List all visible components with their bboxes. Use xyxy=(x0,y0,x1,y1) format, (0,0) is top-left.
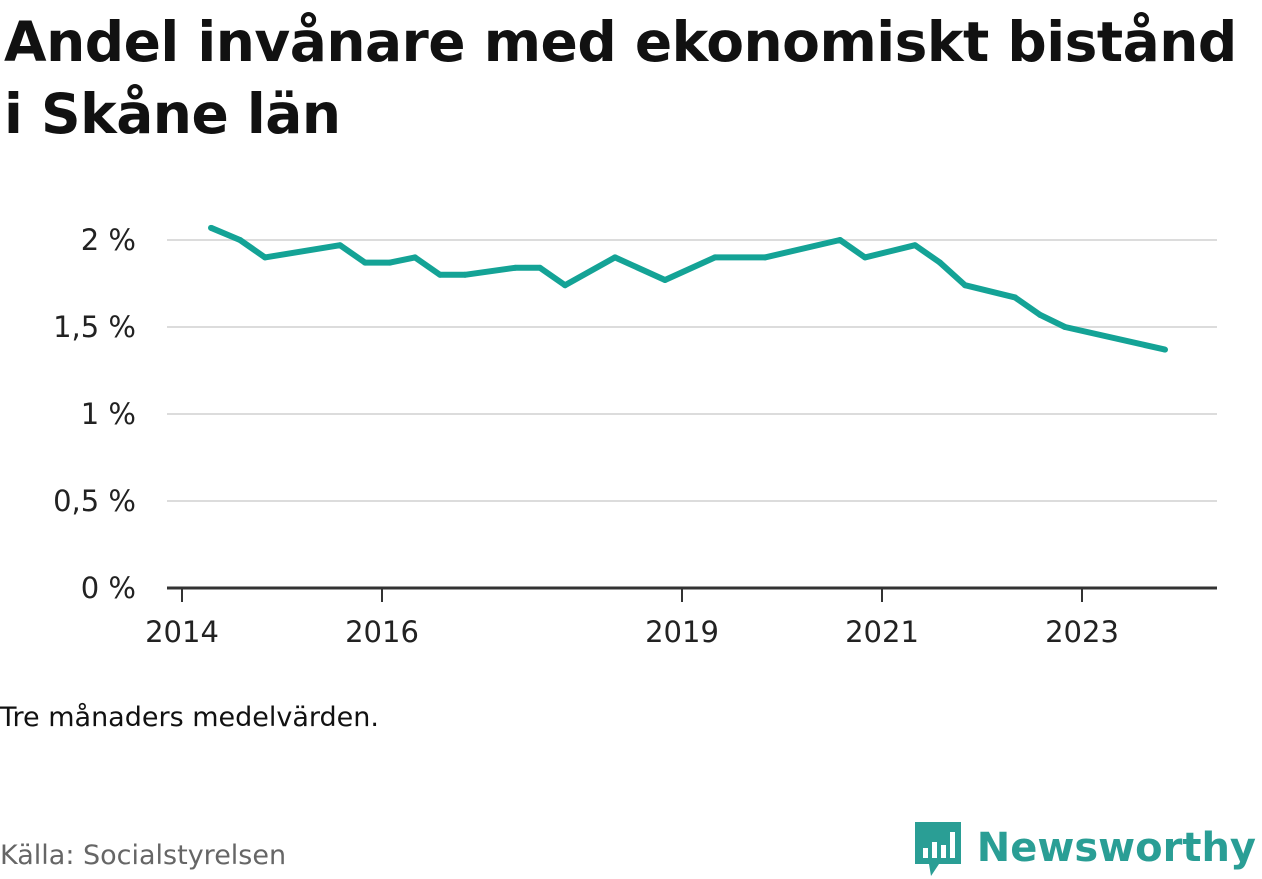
y-tick-label: 0,5 % xyxy=(53,484,136,518)
data-point xyxy=(662,277,668,284)
line-chart: 0 % 0,5 % 1 % 1,5 % 2 % 2014 2016 2019 2021 2023 xyxy=(53,223,1217,649)
data-point xyxy=(1037,311,1043,318)
series-group xyxy=(208,224,1168,353)
data-point xyxy=(612,254,618,261)
data-point xyxy=(337,242,343,249)
y-axis-tick-labels: 0 % 0,5 % 1 % 1,5 % 2 % xyxy=(53,223,136,605)
x-tick-label: 2023 xyxy=(1045,615,1119,649)
data-point xyxy=(962,282,968,289)
data-point xyxy=(937,259,943,266)
data-point xyxy=(537,264,543,271)
data-point xyxy=(1162,346,1168,353)
newsworthy-logo-icon xyxy=(914,822,961,876)
y-tick-label: 0 % xyxy=(81,571,136,605)
data-point xyxy=(362,259,368,266)
y-tick-label: 1 % xyxy=(81,397,136,431)
brand-logo: Newsworthy xyxy=(913,818,1256,878)
data-point xyxy=(387,259,393,266)
data-point xyxy=(412,254,418,261)
data-point xyxy=(562,282,568,289)
data-point xyxy=(512,264,518,271)
x-tick-label: 2019 xyxy=(645,615,719,649)
data-point xyxy=(862,254,868,261)
chart-title: Andel invånare med ekonomiskt bistånd i … xyxy=(4,10,1237,146)
x-tick-label: 2016 xyxy=(345,615,419,649)
data-point xyxy=(912,242,918,249)
data-point xyxy=(437,271,443,278)
data-point xyxy=(237,237,243,243)
grid-lines xyxy=(167,239,1217,502)
chart-note: Tre månaders medelvärden. xyxy=(0,702,379,733)
x-axis: 2014 2016 2019 2021 2023 xyxy=(145,586,1217,649)
data-point xyxy=(208,224,214,231)
data-point xyxy=(712,254,718,261)
data-point xyxy=(762,254,768,261)
data-point xyxy=(837,237,843,243)
x-tick-label: 2021 xyxy=(845,615,919,649)
data-point xyxy=(1062,324,1068,330)
source-credit: Källa: Socialstyrelsen xyxy=(0,840,287,871)
series-line xyxy=(209,225,1166,353)
data-point xyxy=(1012,294,1018,301)
data-point xyxy=(262,254,268,261)
brand-name: Newsworthy xyxy=(976,825,1256,871)
x-tick-label: 2014 xyxy=(145,615,219,649)
data-point xyxy=(462,271,468,278)
y-tick-label: 1,5 % xyxy=(53,310,136,344)
y-tick-label: 2 % xyxy=(81,223,136,257)
